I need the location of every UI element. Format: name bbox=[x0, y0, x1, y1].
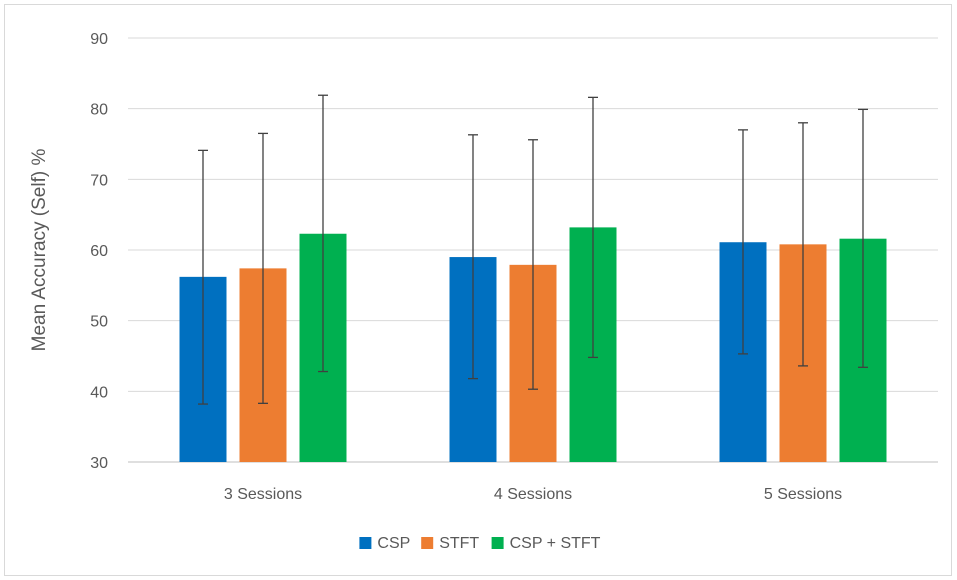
y-tick-label: 30 bbox=[90, 455, 108, 472]
x-tick-label: 3 Sessions bbox=[224, 486, 302, 503]
x-tick-labels: 3 Sessions 4 Sessions 5 Sessions bbox=[224, 486, 842, 503]
y-tick-label: 50 bbox=[90, 314, 108, 331]
legend: CSP STFT CSP + STFT bbox=[359, 535, 601, 552]
legend-swatch bbox=[421, 537, 434, 549]
x-tick-label: 4 Sessions bbox=[494, 486, 572, 503]
legend-label: CSP + STFT bbox=[510, 535, 601, 552]
y-tick-label: 80 bbox=[90, 102, 108, 119]
legend-label: CSP bbox=[377, 535, 410, 552]
legend-swatch bbox=[359, 537, 372, 549]
y-tick-label: 40 bbox=[90, 384, 108, 401]
x-tick-label: 5 Sessions bbox=[764, 486, 842, 503]
y-tick-label: 70 bbox=[90, 172, 108, 189]
error-bars bbox=[198, 94, 868, 405]
legend-swatch bbox=[491, 537, 504, 549]
y-tick-label: 90 bbox=[90, 31, 108, 48]
legend-label: STFT bbox=[439, 535, 479, 552]
y-tick-labels: 30 40 50 60 70 80 90 bbox=[90, 31, 108, 472]
y-axis-title: Mean Accuracy (Self) % bbox=[29, 149, 50, 352]
y-tick-label: 60 bbox=[90, 243, 108, 260]
